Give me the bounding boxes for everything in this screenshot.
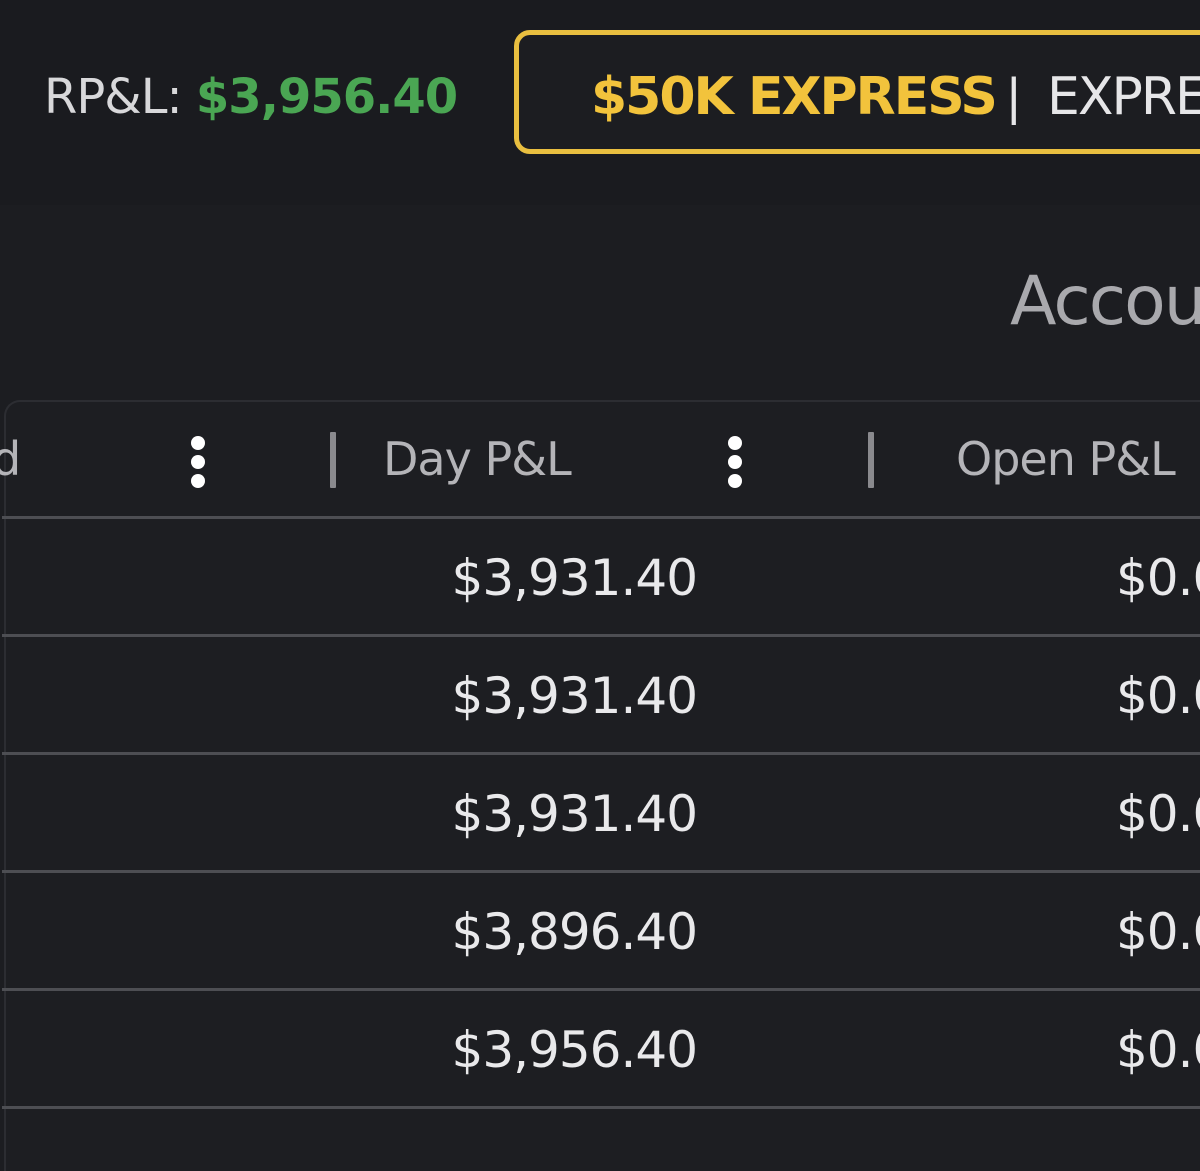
open-pnl-cell: $0.0 [1116, 1021, 1200, 1079]
day-pnl-cell: $3,931.40 [451, 785, 698, 843]
column-header-open-pnl[interactable]: Open P&L [956, 432, 1176, 486]
rpl-value: $3,956.40 [195, 69, 458, 125]
open-pnl-cell: $0.0 [1116, 903, 1200, 961]
table-row[interactable]: $3,931.40 $0.0 [2, 752, 1200, 870]
accounts-table: d Day P&L Open P&L $3,931.40 $0.0 $3,931… [0, 400, 1200, 1171]
open-pnl-cell: $0.0 [1116, 785, 1200, 843]
column-header-cut: d [0, 432, 22, 486]
more-vertical-icon[interactable] [727, 434, 743, 490]
table-row[interactable]: $3,931.40 $0.0 [2, 634, 1200, 752]
account-type: EXPRE [1047, 67, 1200, 127]
account-separator: | [1007, 68, 1021, 126]
day-pnl-cell: $3,931.40 [451, 667, 698, 725]
column-resize-handle[interactable] [868, 432, 874, 488]
table-row[interactable]: $3,931.40 $0.0 [2, 516, 1200, 634]
more-vertical-icon[interactable] [190, 434, 206, 490]
day-pnl-cell: $3,931.40 [451, 549, 698, 607]
day-pnl-cell: $3,896.40 [451, 903, 698, 961]
open-pnl-cell: $0.0 [1116, 549, 1200, 607]
table-row[interactable]: $3,896.40 $0.0 [2, 870, 1200, 988]
day-pnl-cell: $3,956.40 [451, 1021, 698, 1079]
section-title: Accou [1010, 262, 1200, 341]
table-header: d Day P&L Open P&L [0, 402, 1200, 518]
row-divider [2, 1106, 1200, 1109]
column-header-day-pnl[interactable]: Day P&L [383, 432, 572, 486]
open-pnl-cell: $0.0 [1116, 667, 1200, 725]
column-resize-handle[interactable] [330, 432, 336, 488]
account-name: $50K EXPRESS [591, 67, 998, 127]
realized-pnl: RP&L: $3,956.40 [44, 66, 458, 128]
rpl-label: RP&L: [44, 69, 183, 125]
account-selector[interactable]: $50K EXPRESS | EXPRE [514, 30, 1200, 154]
table-row[interactable]: $3,956.40 $0.0 [2, 988, 1200, 1106]
